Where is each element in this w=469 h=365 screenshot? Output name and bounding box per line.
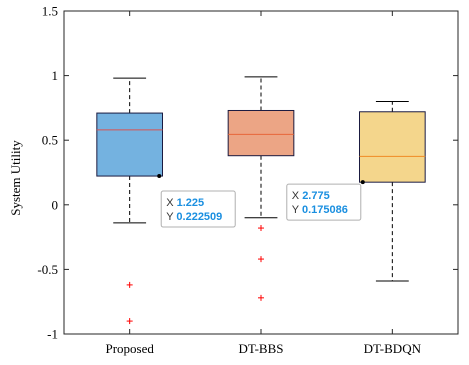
outlier-point: [126, 281, 133, 288]
datatip-y-row: Y 0.222509: [166, 211, 222, 223]
y-tick-label: -0.5: [37, 262, 58, 277]
outlier-point: [126, 318, 133, 325]
y-tick-label: 1.5: [42, 4, 58, 19]
box-group-dt-bbs: DT-BBS: [227, 11, 295, 356]
datatip-x-row: X 1.225: [166, 197, 204, 209]
y-tick-label: 0.5: [42, 133, 58, 148]
x-tick-label: DT-BBS: [238, 341, 283, 356]
y-tick-label: 1: [52, 68, 59, 83]
outlier-point: [258, 256, 264, 263]
outlier-point: [258, 225, 264, 232]
box-group-dt-bdqn: DT-BDQN: [359, 11, 426, 356]
iqr-box: [359, 111, 426, 183]
datatip-x-row: X 2.775: [292, 190, 330, 202]
y-tick-label: -1: [47, 327, 58, 342]
x-tick-label: DT-BDQN: [364, 341, 422, 356]
datatip-marker: [360, 180, 365, 185]
datatip[interactable]: X 1.225 Y 0.222509: [157, 174, 236, 228]
outlier-point: [258, 294, 264, 301]
y-tick-label: 0: [52, 197, 59, 212]
y-axis-label: System Utility: [8, 140, 23, 216]
datatip-y-row: Y 0.175086: [292, 204, 348, 216]
box-group-proposed: Proposed: [96, 11, 163, 356]
datatip[interactable]: X 2.775 Y 0.175086: [286, 180, 365, 221]
x-tick-label: Proposed: [105, 341, 154, 356]
datatip-box: [286, 183, 362, 221]
datatip-box: [160, 190, 236, 228]
iqr-box: [227, 109, 295, 157]
iqr-box: [96, 112, 163, 177]
datatip-marker: [157, 174, 162, 179]
